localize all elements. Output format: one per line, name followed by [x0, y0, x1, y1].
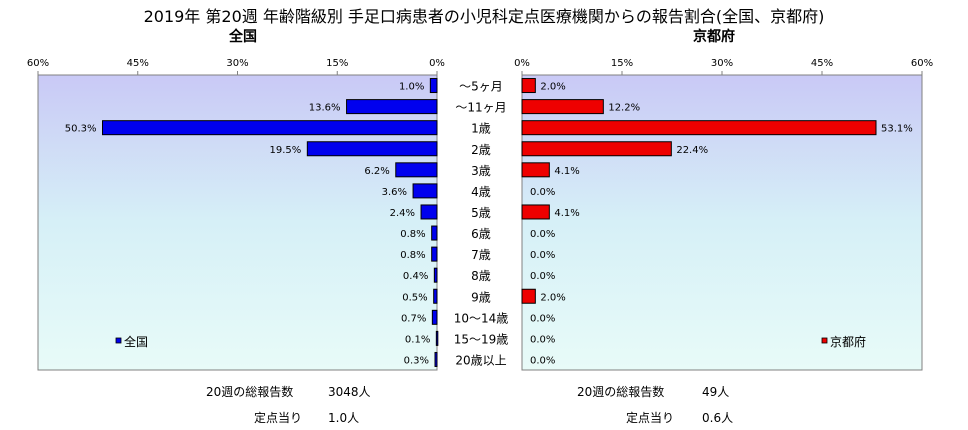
kyoto-legend-swatch	[821, 337, 828, 344]
kyoto-data-label: 4.1%	[554, 208, 579, 219]
national-bar	[420, 204, 438, 220]
national-bar	[395, 162, 438, 178]
kyoto-data-label: 4.1%	[554, 166, 579, 177]
category-label: 4歳	[471, 185, 491, 199]
kyoto-tick-label: 45%	[811, 58, 833, 69]
national-bar	[102, 120, 438, 136]
national-bar	[434, 351, 438, 367]
category-label: 7歳	[471, 248, 491, 262]
category-label: 3歳	[471, 164, 491, 178]
kyoto-plot-area	[521, 74, 923, 371]
kyoto-bar	[521, 99, 604, 115]
national-data-label: 50.3%	[65, 124, 97, 135]
chart-title: 2019年 第20週 年齢階級別 手足口病患者の小児科定点医療機関からの報告割合…	[143, 7, 825, 26]
national-data-label: 0.4%	[403, 271, 428, 282]
national-data-label: 19.5%	[270, 145, 302, 156]
category-label: 1歳	[471, 122, 491, 136]
kyoto-data-label: 0.0%	[530, 187, 555, 198]
kyoto-data-label: 2.0%	[540, 292, 565, 303]
kyoto-total-label: 20週の総報告数	[577, 385, 665, 399]
kyoto-tick-label: 30%	[711, 58, 733, 69]
national-bar	[431, 246, 438, 262]
category-label: 9歳	[471, 290, 491, 304]
national-bar	[431, 225, 438, 241]
national-data-label: 0.8%	[400, 250, 425, 261]
national-per-value: 1.0人	[328, 411, 360, 425]
kyoto-tick-label: 60%	[911, 58, 933, 69]
national-data-label: 1.0%	[399, 82, 424, 93]
national-tick-label: 0%	[429, 58, 445, 69]
category-label: 5歳	[471, 206, 491, 220]
national-bar	[431, 309, 438, 325]
national-per-label: 定点当り	[254, 411, 303, 425]
national-total-value: 3048人	[328, 385, 371, 399]
national-data-label: 6.2%	[364, 166, 389, 177]
kyoto-bar	[521, 162, 550, 178]
kyoto-data-label: 53.1%	[881, 124, 913, 135]
national-bar	[429, 78, 438, 94]
kyoto-total-value: 49人	[702, 385, 730, 399]
kyoto-per-value: 0.6人	[702, 411, 734, 425]
kyoto-panel-title: 京都府	[693, 28, 735, 45]
kyoto-bar	[521, 204, 550, 220]
category-label: ～11ヶ月	[455, 101, 506, 115]
kyoto-chart: 京都府 0% 15% 30% 45% 60% 2.0% 12.2% 53.1% 22.4% 4.1%…	[514, 28, 933, 371]
national-bar	[433, 267, 438, 283]
kyoto-tick-label: 0%	[514, 58, 530, 69]
kyoto-data-label: 0.0%	[530, 229, 555, 240]
national-data-label: 0.5%	[402, 292, 427, 303]
kyoto-data-label: 0.0%	[530, 334, 555, 345]
kyoto-data-label: 2.0%	[540, 82, 565, 93]
kyoto-data-label: 0.0%	[530, 271, 555, 282]
kyoto-bar	[521, 288, 536, 304]
national-panel-title: 全国	[228, 28, 257, 45]
category-label: 10～14歳	[454, 311, 509, 325]
national-tick-label: 30%	[226, 58, 248, 69]
national-legend-label: 全国	[124, 334, 148, 349]
national-bar	[306, 141, 438, 157]
national-tick-label: 15%	[326, 58, 348, 69]
kyoto-data-label: 22.4%	[676, 145, 708, 156]
category-label: 2歳	[471, 143, 491, 157]
kyoto-per-label: 定点当り	[626, 411, 675, 425]
national-tick-label: 60%	[27, 58, 49, 69]
national-bar	[346, 99, 438, 115]
kyoto-bar	[521, 141, 672, 157]
national-plot-area	[37, 74, 438, 371]
national-data-label: 0.7%	[401, 313, 426, 324]
national-bar	[412, 183, 438, 199]
category-labels: ～5ヶ月 ～11ヶ月 1歳 2歳 3歳 4歳 5歳 6歳 7歳 8歳 9歳 10～14歳 15～19歳 2…	[454, 80, 509, 368]
kyoto-bar	[521, 120, 877, 136]
national-data-label: 13.6%	[309, 103, 341, 114]
national-legend-swatch	[115, 337, 122, 344]
national-data-label: 2.4%	[390, 208, 415, 219]
kyoto-data-label: 0.0%	[530, 355, 555, 366]
kyoto-data-label: 0.0%	[530, 313, 555, 324]
national-data-label: 0.8%	[400, 229, 425, 240]
category-label: 8歳	[471, 269, 491, 283]
category-label: ～5ヶ月	[459, 80, 503, 94]
national-data-label: 3.6%	[382, 187, 407, 198]
kyoto-data-label: 0.0%	[530, 250, 555, 261]
national-bar	[435, 330, 439, 346]
national-bar	[433, 288, 438, 304]
national-chart: 全国 60% 45% 30% 15% 0% 1.0% 13.6% 50.3% 19.5% 6.2% 3…	[27, 28, 445, 371]
kyoto-legend-label: 京都府	[830, 334, 866, 349]
kyoto-bar	[521, 78, 536, 94]
national-data-label: 0.3%	[404, 355, 429, 366]
national-tick-label: 45%	[127, 58, 149, 69]
national-data-label: 0.1%	[405, 334, 430, 345]
category-label: 15～19歳	[454, 332, 509, 346]
kyoto-data-label: 12.2%	[608, 103, 640, 114]
category-label: 6歳	[471, 227, 491, 241]
category-label: 20歳以上	[455, 353, 506, 367]
kyoto-tick-label: 15%	[611, 58, 633, 69]
national-total-label: 20週の総報告数	[206, 385, 294, 399]
